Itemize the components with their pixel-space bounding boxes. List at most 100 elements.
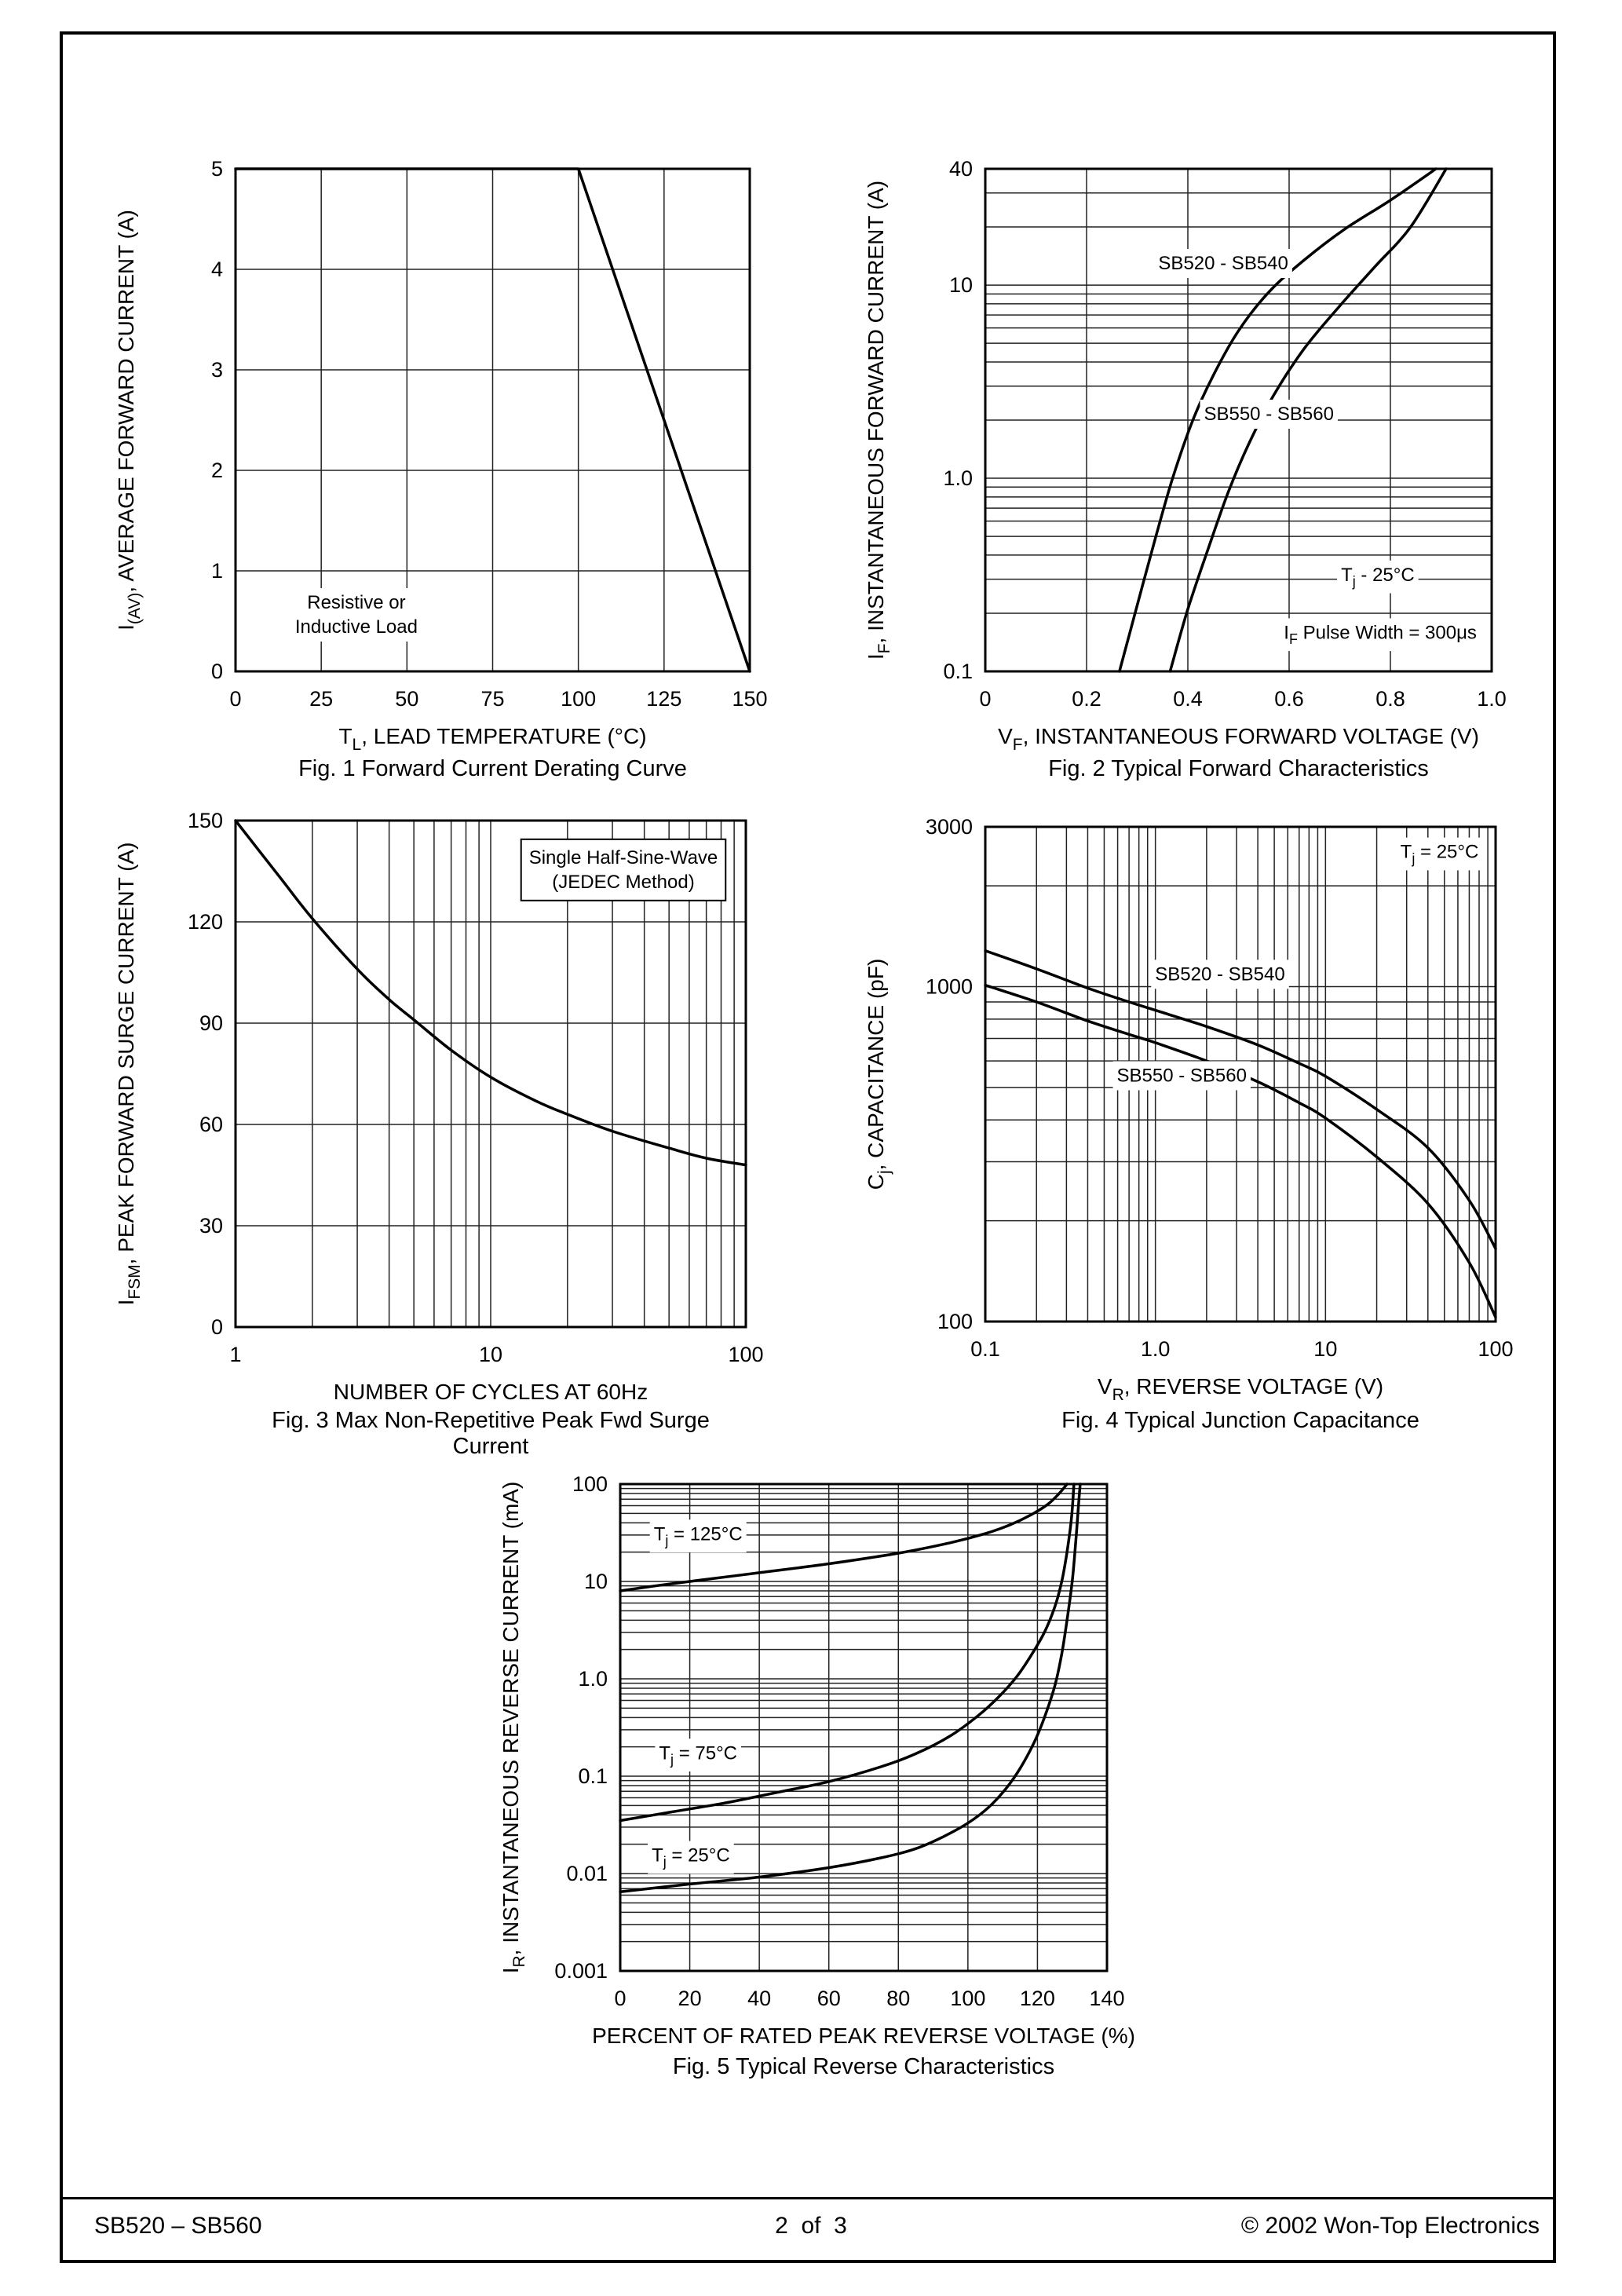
footer-copyright: © 2002 Won-Top Electronics (1240, 2213, 1540, 2239)
grid (236, 821, 746, 1327)
tick-labels: 0.1 1.0 10 100 100 1000 3000 (926, 815, 1514, 1361)
svg-text:10: 10 (479, 1343, 502, 1366)
plot-border (984, 825, 1497, 1323)
svg-text:0.6: 0.6 (1274, 687, 1304, 711)
fig4-block: 0.1 1.0 10 100 100 1000 3000 VR, REVERSE VOLTAG… (835, 764, 1545, 1433)
fig4-caption: Fig. 4 Typical Junction Capacitance (1061, 1408, 1419, 1433)
svg-text:50: 50 (395, 687, 418, 711)
annotation: Tj = 75°C (655, 1738, 742, 1772)
svg-text:0: 0 (979, 687, 991, 711)
plot-border (984, 167, 1493, 673)
svg-text:0: 0 (211, 1315, 223, 1339)
fig5-caption: Fig. 5 Typical Reverse Characteristics (672, 2054, 1055, 2079)
svg-text:0.001: 0.001 (554, 1959, 608, 1983)
footer-rule (63, 2197, 1553, 2199)
annotation: SB520 - SB540 (1154, 249, 1292, 278)
svg-text:SB520 - SB540: SB520 - SB540 (1158, 253, 1288, 274)
svg-text:60: 60 (817, 1987, 841, 2010)
svg-text:0.1: 0.1 (943, 660, 973, 683)
series-tj-25c (619, 1483, 1082, 1893)
series-tj-125c (619, 1483, 1069, 1592)
annotation: Tj = 25°C (1396, 837, 1483, 871)
fig1-block: 0 25 50 75 100 125 150 0 1 2 3 4 5 TL, LEAD TEMPERATU… (85, 112, 795, 781)
annotation: SB550 - SB560 (1112, 1061, 1251, 1091)
plot-border (619, 1483, 1109, 1972)
fig2-forward-characteristics-chart: 0 0.2 0.4 0.6 0.8 1.0 0.1 1.0 10 40 VF, INSTANTANE… (864, 157, 1507, 754)
svg-text:60: 60 (199, 1113, 223, 1136)
series-sb520-sb540 (1118, 167, 1438, 673)
footer-part-number: SB520 – SB560 (94, 2213, 262, 2239)
svg-text:10: 10 (1313, 1337, 1337, 1361)
fig4-junction-capacitance-chart: 0.1 1.0 10 100 100 1000 3000 VR, REVERSE VOLTAG… (864, 815, 1514, 1404)
svg-text:100: 100 (950, 1987, 985, 2010)
grid (985, 827, 1496, 1322)
series-derating-curve (234, 167, 751, 673)
annotation: Tj - 25°C (1337, 560, 1419, 594)
y-axis-title: IFSM, PEAK FORWARD SURGE CURRENT (A) (114, 843, 144, 1306)
svg-text:90: 90 (199, 1011, 223, 1035)
svg-text:Resistive or: Resistive or (307, 592, 405, 613)
svg-text:75: 75 (480, 687, 504, 711)
series-sb550-sb560 (1168, 167, 1448, 673)
x-axis-title: VR, REVERSE VOLTAGE (V) (1098, 1374, 1383, 1404)
svg-text:SB550 - SB560: SB550 - SB560 (1204, 404, 1333, 425)
svg-text:100: 100 (1478, 1337, 1513, 1361)
x-axis-title: PERCENT OF RATED PEAK REVERSE VOLTAGE (%… (592, 2024, 1135, 2048)
svg-text:100: 100 (937, 1310, 973, 1333)
fig3-surge-current-chart: 1 10 100 0 30 60 90 120 150 NUMBER OF CYCLES AT 6… (114, 809, 764, 1404)
series-sb550-sb560 (984, 983, 1497, 1319)
fig2-caption: Fig. 2 Typical Forward Characteristics (1048, 756, 1429, 781)
tick-labels: 1 10 100 0 30 60 90 120 150 (188, 809, 764, 1366)
svg-text:1.0: 1.0 (1141, 1337, 1171, 1361)
y-axis-title: IR, INSTANTANEOUS REVERSE CURRENT (mA) (499, 1482, 528, 1974)
svg-text:1: 1 (211, 559, 223, 583)
y-axis-title: I(AV), AVERAGE FORWARD CURRENT (A) (114, 210, 144, 631)
svg-text:Tj = 125°C: Tj = 125°C (654, 1523, 743, 1548)
svg-text:150: 150 (732, 687, 767, 711)
svg-text:100: 100 (572, 1472, 608, 1496)
page-border (60, 31, 1556, 2263)
svg-text:40: 40 (949, 157, 973, 181)
svg-text:3000: 3000 (926, 815, 973, 839)
tick-labels: 0 0.2 0.4 0.6 0.8 1.0 0.1 1.0 10 40 (943, 157, 1506, 711)
fig5-block: 0 20 40 60 80 100 120 140 0.001 0.01 0.1 1.0 10 100 PE… (469, 1428, 1164, 2079)
svg-text:40: 40 (747, 1987, 771, 2010)
fig3-caption: Fig. 3 Max Non-Repetitive Peak Fwd Surge… (272, 1408, 710, 1459)
x-axis-title: TL, LEAD TEMPERATURE (°C) (338, 724, 646, 754)
svg-text:100: 100 (561, 687, 596, 711)
annotation: IF Pulse Width = 300μs (1280, 618, 1481, 652)
tick-labels: 0 20 40 60 80 100 120 140 0.001 0.01 0.1 1.0 10 100 (554, 1472, 1124, 2010)
svg-text:Tj - 25°C: Tj - 25°C (1341, 565, 1415, 590)
svg-text:10: 10 (949, 273, 973, 297)
y-axis-title: IF, INSTANTANEOUS FORWARD CURRENT (A) (864, 181, 893, 660)
svg-text:10: 10 (584, 1570, 608, 1593)
svg-text:SB550 - SB560: SB550 - SB560 (1117, 1065, 1247, 1086)
svg-text:0.01: 0.01 (566, 1862, 608, 1885)
svg-text:Tj = 25°C: Tj = 25°C (1401, 842, 1479, 867)
fig5-reverse-characteristics-chart: 0 20 40 60 80 100 120 140 0.001 0.01 0.1 1.0 10 100 PE… (499, 1472, 1135, 2048)
svg-text:25: 25 (309, 687, 333, 711)
svg-text:80: 80 (886, 1987, 910, 2010)
svg-text:0: 0 (211, 660, 223, 683)
svg-text:1: 1 (229, 1343, 241, 1366)
x-axis-title: NUMBER OF CYCLES AT 60Hz (334, 1380, 648, 1404)
grid (236, 169, 750, 671)
svg-text:0: 0 (229, 687, 241, 711)
svg-text:0.2: 0.2 (1072, 687, 1101, 711)
svg-text:1.0: 1.0 (943, 466, 973, 490)
fig1-forward-current-derating-chart: 0 25 50 75 100 125 150 0 1 2 3 4 5 TL, LEAD TEMPERATU… (114, 157, 768, 754)
svg-text:1.0: 1.0 (578, 1667, 608, 1691)
svg-text:5: 5 (211, 157, 223, 181)
svg-text:140: 140 (1089, 1987, 1124, 2010)
fig3-block: 1 10 100 0 30 60 90 120 150 NUMBER OF CYCLES AT 6… (85, 764, 795, 1459)
plot-border (234, 819, 747, 1329)
svg-text:SB520 - SB540: SB520 - SB540 (1155, 963, 1284, 985)
svg-text:3: 3 (211, 358, 223, 382)
annotation: SB520 - SB540 (1151, 960, 1289, 989)
svg-text:0.1: 0.1 (970, 1337, 1000, 1361)
svg-text:IF Pulse Width = 300μs: IF Pulse Width = 300μs (1284, 622, 1477, 647)
fig1-caption: Fig. 1 Forward Current Derating Curve (298, 756, 687, 781)
annotation: SB550 - SB560 (1200, 400, 1338, 429)
x-axis-title: VF, INSTANTANEOUS FORWARD VOLTAGE (V) (998, 724, 1479, 754)
